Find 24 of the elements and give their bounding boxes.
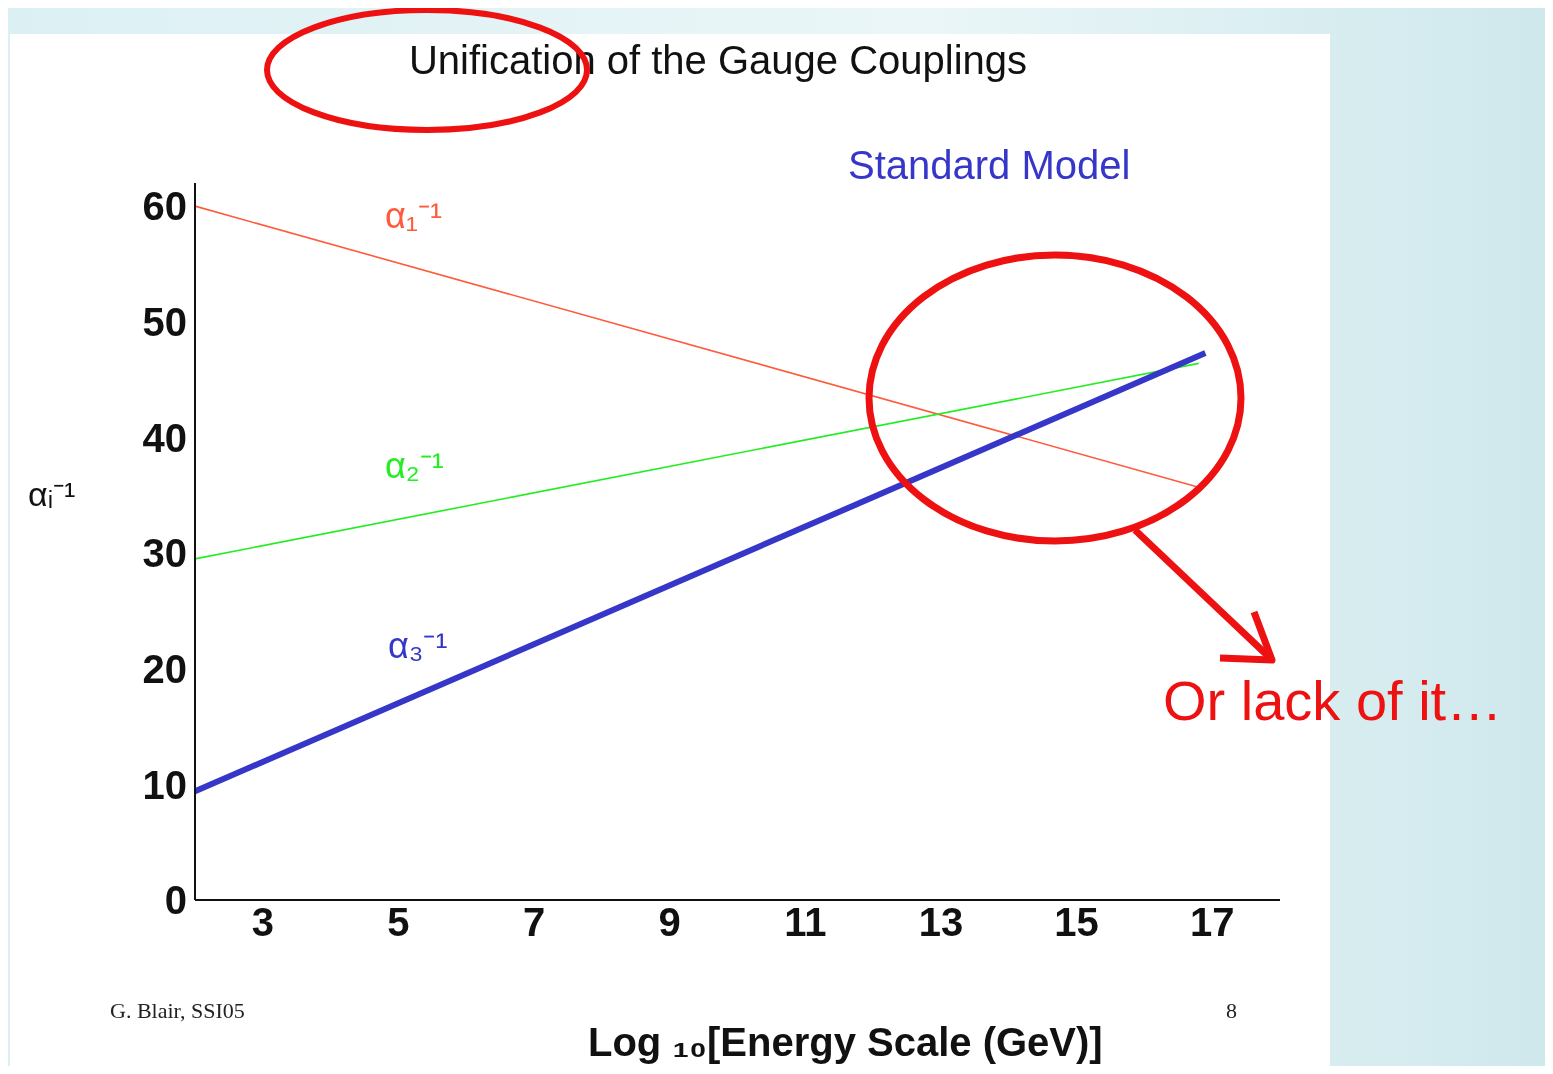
- text: G. Blair, SSI05: [110, 998, 245, 1024]
- series-label: α₁⁻¹: [385, 194, 442, 238]
- y-tick-label: 50: [142, 299, 187, 344]
- x-axis-title: Log ₁₀[Energy Scale (GeV)]: [588, 1020, 1103, 1065]
- x-tick-label: 13: [918, 900, 964, 945]
- x-tick-label: 5: [387, 900, 410, 945]
- x-tick-label: 15: [1054, 900, 1099, 945]
- text: 8: [1226, 998, 1237, 1024]
- series-label: α₂⁻¹: [385, 444, 444, 488]
- x-tick-label: 9: [658, 900, 681, 945]
- y-axis-title: αᵢ⁻¹: [28, 474, 76, 515]
- x-tick-label: 7: [522, 900, 546, 945]
- y-tick-label: 40: [142, 415, 187, 460]
- series-label: α₃⁻¹: [388, 624, 448, 668]
- annotation: Or lack of it…: [1163, 668, 1503, 733]
- x-tick-label: 11: [784, 900, 827, 945]
- y-tick-label: 10: [142, 762, 187, 807]
- y-tick-label: 20: [142, 646, 187, 691]
- annotation: Standard Model: [848, 143, 1131, 188]
- y-tick-label: 0: [164, 878, 187, 923]
- x-tick-label: 17: [1189, 900, 1235, 945]
- y-tick-label: 30: [142, 531, 187, 576]
- y-tick-label: 60: [142, 184, 187, 229]
- x-tick-label: 3: [251, 900, 274, 945]
